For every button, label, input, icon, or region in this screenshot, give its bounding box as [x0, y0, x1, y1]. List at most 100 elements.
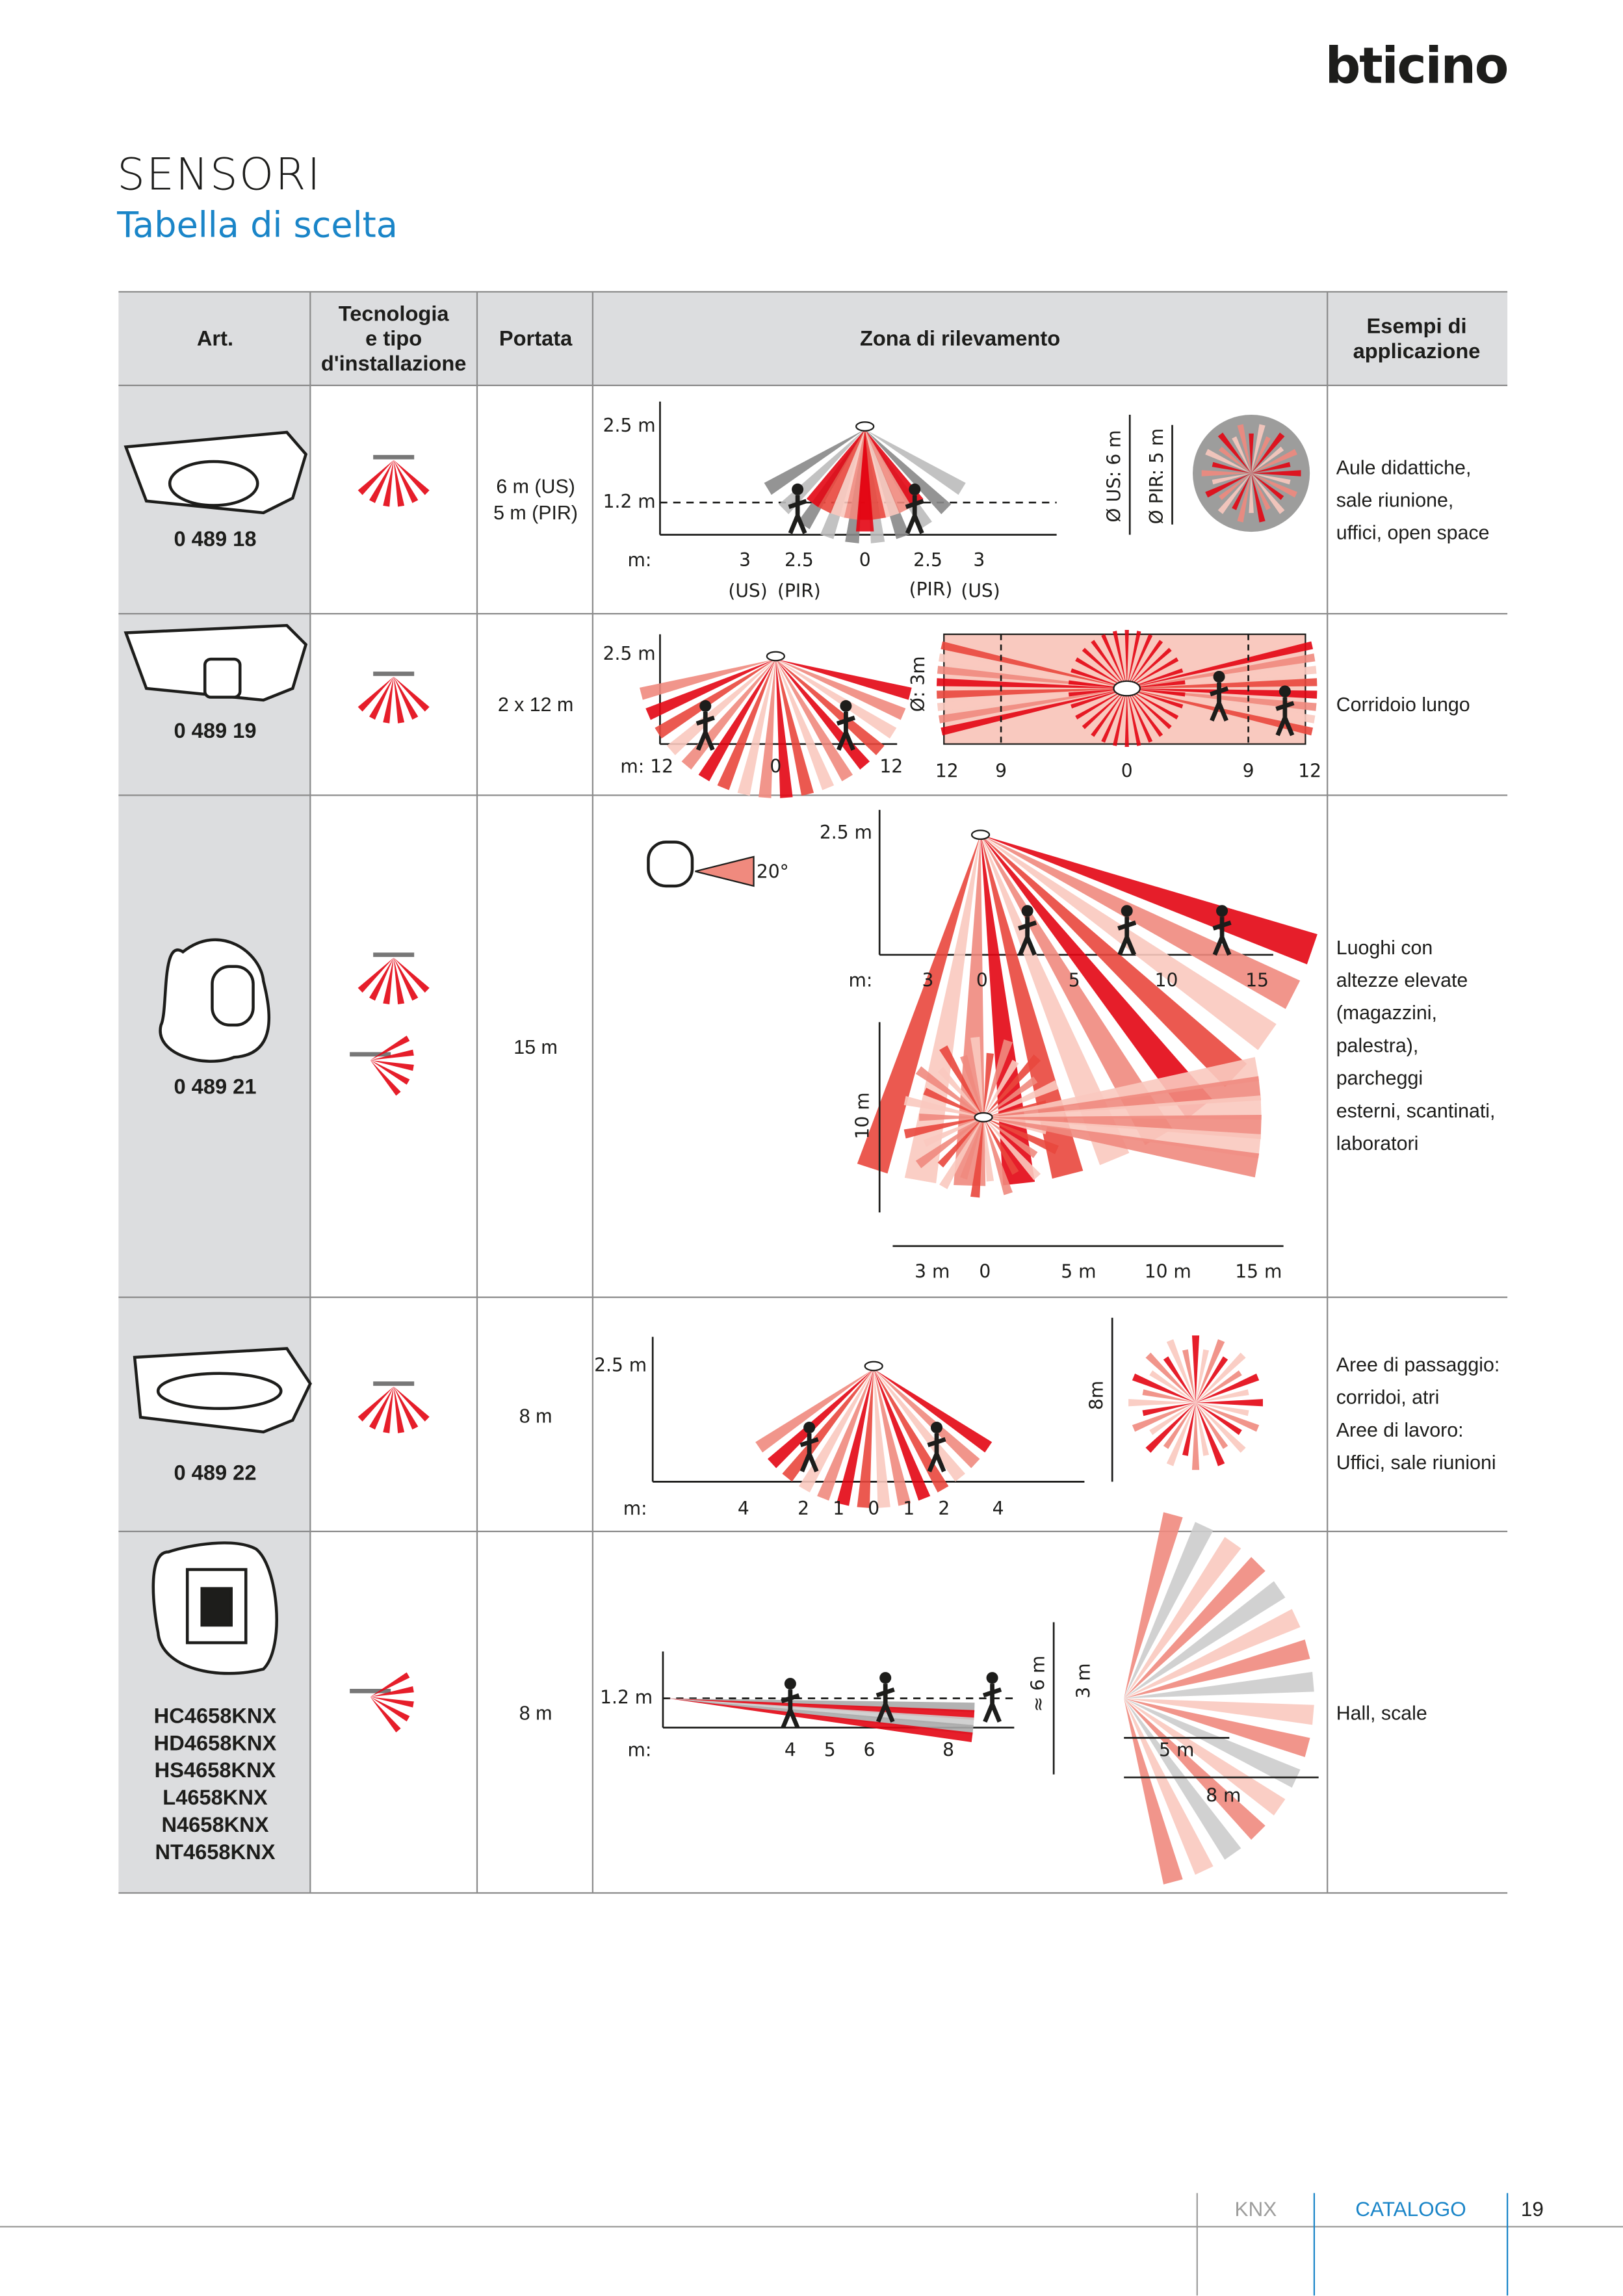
detection-ray [983, 1080, 1059, 1117]
detection-ray [370, 1060, 414, 1071]
detection-ray [983, 1095, 1262, 1120]
application: parcheggi [1336, 1067, 1423, 1089]
application: Aule didattiche, [1336, 456, 1472, 478]
detection-ray [874, 1368, 931, 1501]
detection-ray [837, 1368, 874, 1506]
detection-ray [874, 1368, 993, 1453]
detection-ray [938, 688, 1127, 724]
column-header: e tipo [365, 326, 422, 350]
person-head [840, 700, 852, 712]
detection-ray [857, 835, 981, 1174]
detection-ray [980, 835, 1212, 1119]
detection-ray [1126, 653, 1316, 689]
person-head [909, 483, 921, 495]
column-header: Tecnologia [339, 301, 450, 325]
page-title: SENSORI [117, 149, 322, 200]
footer-lines [0, 2193, 1623, 2296]
diagram-label: m: [628, 549, 652, 571]
detection-ray [357, 958, 394, 993]
person-body [1018, 917, 1037, 956]
diagram-label: 8 [942, 1740, 954, 1761]
detection-ray [1195, 1352, 1246, 1403]
diagram-label: 6 [863, 1740, 875, 1761]
application: sale riunione, [1336, 489, 1454, 512]
detection-ray [1251, 446, 1284, 474]
detection-ray [357, 460, 394, 495]
detection-ray [370, 1049, 414, 1060]
diagrams [350, 401, 1319, 1885]
detection-ray [1126, 678, 1318, 689]
diagram-label: 1.2 m [603, 491, 656, 512]
detection-ray [1126, 688, 1179, 720]
detection-ray [1124, 1698, 1301, 1788]
detection-ray [980, 835, 1035, 1186]
detection-ray [1126, 688, 1314, 736]
detection-ray [1124, 1698, 1310, 1758]
detection-ray [369, 460, 394, 503]
person-head [784, 1678, 796, 1690]
detection-ray [1163, 1402, 1196, 1450]
application: Aree di passaggio: [1336, 1354, 1500, 1376]
diagram-label: 12 [1298, 760, 1321, 781]
application: corridoi, atri [1336, 1387, 1440, 1409]
detection-ray [1124, 1698, 1266, 1840]
detection-ray [817, 1368, 874, 1501]
detection-ray [370, 1060, 401, 1096]
device-18-lens [168, 460, 259, 507]
detection-ray [874, 1368, 890, 1508]
detection-ray [983, 1100, 1047, 1117]
article-code: 0 489 21 [174, 1074, 256, 1098]
detection-ray [1126, 688, 1141, 746]
detection-ray [1142, 1402, 1196, 1416]
detection-ray [1112, 688, 1127, 746]
diagram-label: 2.5 [913, 549, 942, 571]
detection-ray [915, 1117, 984, 1169]
detection-ray [393, 958, 430, 993]
detection-ray [1124, 629, 1129, 689]
detection-ray [1237, 473, 1252, 523]
detection-ray [855, 429, 874, 532]
diagram-label: 2.5 m [603, 415, 656, 436]
detection-ray [1126, 688, 1184, 709]
diagram-label: (PIR) [909, 579, 953, 600]
detection-ray [1251, 473, 1291, 485]
detection-ray [960, 1117, 984, 1180]
diagram-label: 1 [833, 1498, 844, 1519]
person-body [905, 495, 924, 534]
detection-ray [1071, 668, 1127, 689]
detection-ray [1126, 640, 1163, 689]
detection-ray [818, 429, 865, 514]
detection-ray [1251, 436, 1271, 474]
detection-ray [937, 688, 1127, 699]
detection-ray [980, 835, 1247, 1088]
detection-ray [383, 676, 394, 724]
diagram-label: 8m [1086, 1381, 1108, 1410]
detection-ray [1195, 1389, 1249, 1403]
detection-ray [1124, 1698, 1286, 1816]
detection-ray [775, 659, 885, 755]
diagram-label: 20° [757, 861, 789, 883]
detection-ray [1205, 473, 1252, 498]
diagram-label: m: [628, 1740, 652, 1761]
article-code: N4658KNX [161, 1812, 268, 1836]
detection-ray [937, 1067, 984, 1117]
application: esterni, scantinati, [1336, 1100, 1496, 1122]
detection-ray [830, 429, 865, 518]
diagram-label: 4 [993, 1498, 1004, 1519]
detection-ray [655, 659, 776, 739]
detection-ray [717, 659, 776, 790]
detection-ray [1251, 424, 1266, 474]
detection-ray [864, 429, 952, 514]
detection-ray [864, 429, 966, 495]
header-row-bg [118, 291, 1508, 385]
column-header: Zona di rilevamento [860, 326, 1060, 350]
detection-ray [383, 460, 394, 507]
diagram-label: 12 [879, 756, 903, 777]
diagram-label: 3 [973, 549, 985, 571]
detection-ray [1251, 473, 1297, 498]
person-body [695, 712, 715, 751]
detection-ray [874, 1368, 966, 1482]
application: uffici, open space [1336, 522, 1490, 544]
detection-ray [980, 835, 1301, 1010]
